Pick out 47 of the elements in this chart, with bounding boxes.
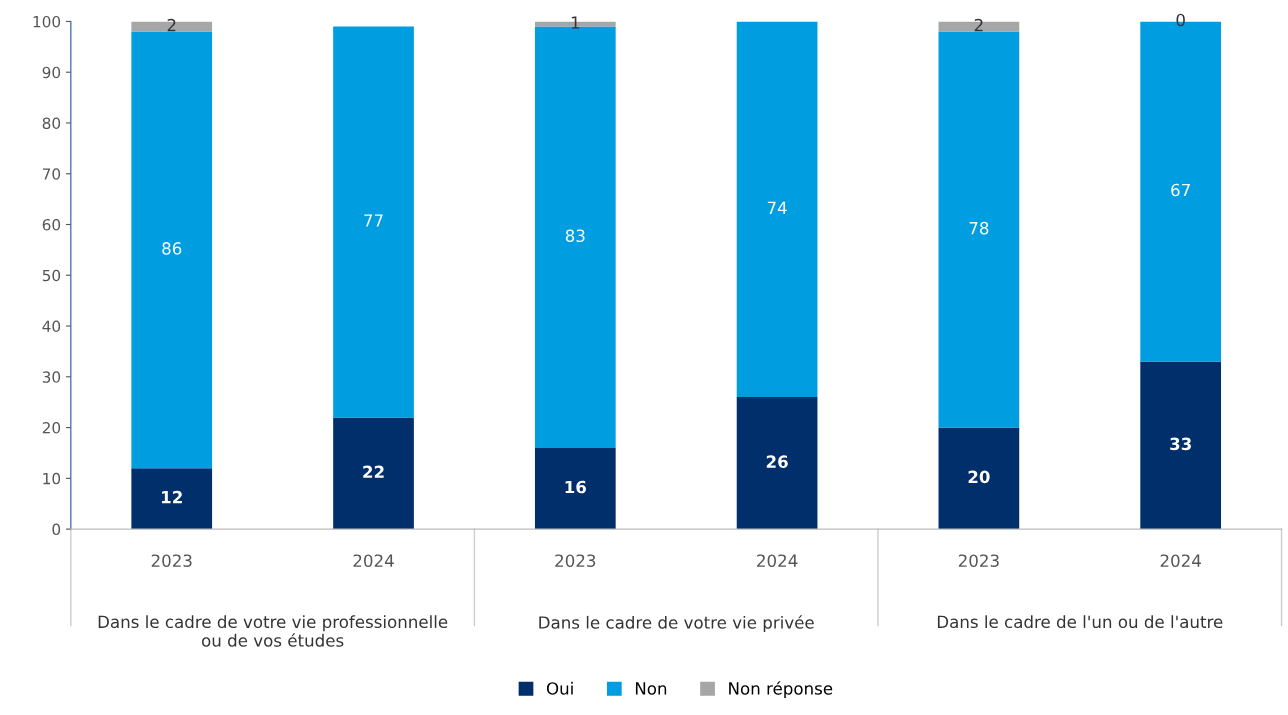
x-tick-label: 2023	[555, 554, 596, 567]
data-label: 16	[565, 480, 587, 494]
bar	[131, 468, 213, 530]
y-tick-label: 30	[42, 371, 61, 383]
x-tick-label: 2024	[757, 554, 798, 567]
bar	[534, 447, 616, 530]
y-tick-label: 100	[33, 15, 61, 28]
data-label: 22	[363, 465, 384, 478]
data-label: 2	[974, 18, 983, 32]
y-tick-label: 80	[42, 117, 61, 129]
bar	[736, 397, 818, 530]
text: Dans le cadre de votre vie privée	[539, 615, 814, 633]
y-tick-label: 40	[42, 320, 61, 333]
x-tick-label: 2023	[958, 554, 999, 567]
bar	[333, 417, 414, 530]
data-label: 2	[167, 18, 176, 32]
data-label: 33	[1170, 437, 1191, 451]
data-label: 20	[968, 470, 990, 484]
bar	[131, 31, 213, 469]
x-tick-label: 2024	[353, 554, 394, 567]
legend-label: Non réponse	[729, 681, 833, 698]
text: Dans le cadre de l'un ou de l'autre	[937, 615, 1223, 629]
data-label: 83	[565, 229, 585, 243]
y-tick-label: 20	[42, 422, 61, 434]
x-tick-label: 2023	[151, 554, 192, 567]
data-label: 74	[767, 201, 787, 214]
bar	[938, 31, 1020, 428]
bar	[736, 21, 818, 398]
data-label: 77	[364, 214, 383, 227]
x-tick-label: 2024	[1160, 554, 1201, 567]
y-tick-label: 10	[43, 472, 61, 485]
y-tick-label: 70	[42, 168, 61, 180]
bar	[1140, 361, 1222, 530]
data-label: 86	[162, 242, 182, 255]
bar	[938, 427, 1020, 530]
data-label: 78	[969, 221, 989, 235]
bar	[333, 26, 414, 418]
text: Dans le cadre de votre vie professionnelle ou de vos études	[98, 615, 448, 647]
data-label: 67	[1171, 183, 1190, 197]
data-label: 26	[766, 455, 788, 468]
legend-label: Non	[635, 682, 667, 695]
data-label: 12	[162, 490, 182, 504]
y-tick-label: 0	[52, 523, 61, 536]
y-tick-label: 50	[42, 269, 61, 282]
y-tick-label: 60	[42, 218, 61, 231]
legend-label: Oui	[546, 681, 573, 695]
y-tick-label: 90	[42, 66, 61, 79]
